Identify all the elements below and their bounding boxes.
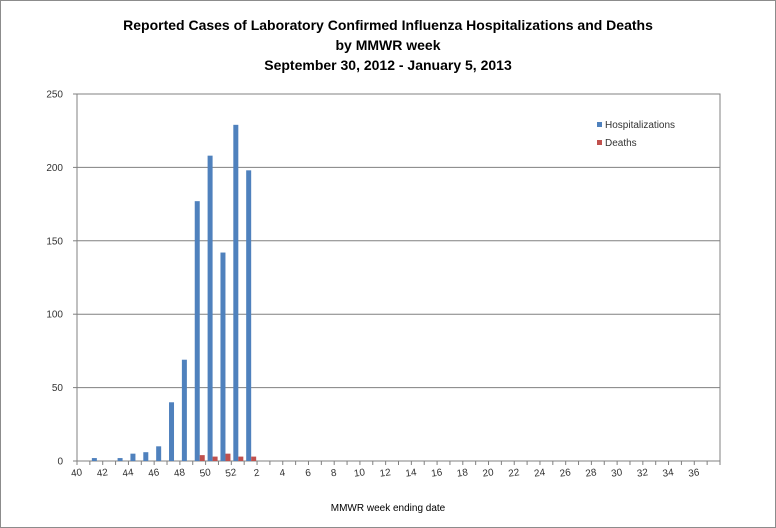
chart-title-line-2: by MMWR week: [335, 37, 441, 53]
bar-hospitalizations-46: [156, 446, 162, 461]
y-tick-label-100: 100: [46, 310, 63, 321]
x-tick-label-32: 32: [636, 467, 649, 480]
x-tick-label-30: 30: [610, 467, 623, 480]
x-tick-label-24: 24: [533, 467, 546, 480]
bar-deaths-52: [238, 456, 244, 461]
bar-hospitalizations-51: [220, 252, 226, 461]
x-tick-label-12: 12: [379, 467, 392, 480]
x-tick-label-28: 28: [585, 467, 598, 480]
bar-hospitalizations-45: [143, 452, 149, 461]
legend-swatch-hospitalizations: [597, 122, 602, 127]
x-tick-label-42: 42: [96, 467, 109, 480]
x-axis-label: MMWR week ending date: [330, 503, 446, 514]
x-tick-label-20: 20: [482, 467, 495, 480]
y-tick-label-200: 200: [46, 163, 63, 174]
x-tick-label-10: 10: [353, 467, 366, 480]
legend-swatch-deaths: [597, 140, 602, 145]
chart-title-line-3: September 30, 2012 - January 5, 2013: [264, 57, 512, 73]
x-tick-label-52: 52: [225, 467, 238, 480]
bar-hospitalizations-48: [181, 359, 187, 461]
y-tick-label-150: 150: [46, 236, 63, 247]
y-tick-label-0: 0: [57, 457, 63, 468]
bar-hospitalizations-47: [169, 402, 175, 461]
legend-label-deaths: Deaths: [605, 138, 637, 149]
bar-hospitalizations-49: [194, 201, 200, 461]
legend-label-hospitalizations: Hospitalizations: [605, 120, 675, 131]
x-tick-label-22: 22: [508, 467, 521, 480]
bar-deaths-49: [199, 455, 205, 461]
x-tick-label-50: 50: [199, 467, 212, 480]
bar-hospitalizations-43: [117, 458, 123, 461]
y-tick-label-250: 250: [46, 90, 63, 101]
x-tick-label-18: 18: [456, 467, 469, 480]
x-tick-label-26: 26: [559, 467, 572, 480]
x-tick-label-44: 44: [122, 467, 135, 480]
bar-deaths-50: [212, 456, 218, 461]
x-tick-label-6: 6: [305, 468, 312, 480]
bar-hospitalizations-41: [91, 458, 97, 461]
bar-hospitalizations-50: [207, 155, 213, 461]
bar-hospitalizations-44: [130, 453, 136, 461]
x-tick-label-2: 2: [253, 468, 260, 480]
x-tick-label-46: 46: [148, 467, 161, 480]
bar-deaths-1: [251, 456, 257, 461]
chart-title-line-1: Reported Cases of Laboratory Confirmed I…: [123, 17, 653, 33]
x-tick-label-34: 34: [662, 467, 675, 480]
x-tick-label-36: 36: [688, 467, 701, 480]
bar-deaths-51: [225, 453, 231, 461]
x-tick-label-8: 8: [330, 468, 337, 480]
x-tick-label-40: 40: [70, 467, 83, 480]
bar-hospitalizations-52: [233, 124, 239, 461]
y-tick-label-50: 50: [52, 383, 64, 394]
x-tick-label-14: 14: [405, 467, 418, 480]
x-tick-label-48: 48: [173, 467, 186, 480]
bar-hospitalizations-1: [246, 170, 252, 461]
x-tick-label-16: 16: [430, 467, 443, 480]
x-tick-label-4: 4: [279, 468, 286, 480]
